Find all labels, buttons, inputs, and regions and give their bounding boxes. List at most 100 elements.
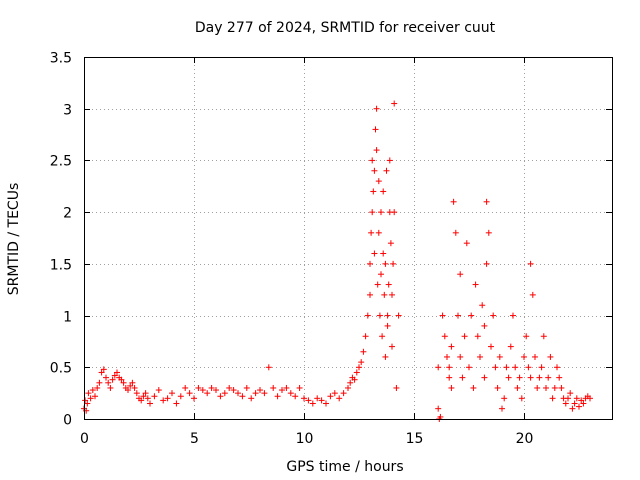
data-point [221,390,228,397]
data-point [283,384,290,391]
data-point [569,405,576,412]
data-point [463,240,470,247]
x-tick-label: 5 [190,431,199,447]
data-point [147,400,153,407]
data-point [457,353,464,360]
x-tick-labels: 0 5 10 15 20 [80,431,533,447]
data-point [540,333,547,340]
data-point [389,343,395,350]
data-point [138,397,145,404]
data-point [373,105,380,112]
data-point [345,384,351,391]
data-point [142,390,149,397]
data-point [351,376,358,383]
data-point [446,374,453,381]
data-point [296,384,303,391]
data-point [239,393,246,400]
data-point [529,291,536,298]
data-point [507,343,514,350]
data-point [514,384,521,391]
data-point [89,387,96,394]
data-point [485,229,492,236]
x-tick-label: 10 [296,431,314,447]
data-point [437,413,444,420]
data-point [367,291,373,298]
data-point [382,353,389,360]
data-point [369,157,376,164]
data-points [81,100,593,422]
data-point [391,100,398,107]
data-point [305,397,312,404]
data-point [195,384,202,391]
data-point [384,312,391,319]
data-point [389,291,395,298]
data-point [173,400,180,407]
data-point [395,312,402,319]
data-point [274,393,281,400]
data-point [191,395,197,402]
data-point [131,384,138,391]
data-point [199,387,206,394]
data-point [496,353,503,360]
data-point [374,281,381,288]
data-point [378,209,384,216]
y-tick-label: 3 [63,103,72,119]
data-point [558,384,565,391]
data-point [353,369,360,376]
data-point [545,374,552,381]
data-point [468,312,475,319]
data-point [217,393,224,400]
data-point [383,167,390,174]
data-point [82,397,89,404]
data-point [532,353,538,360]
data-point [340,390,347,397]
data-point [151,393,158,400]
data-point [111,372,118,379]
data-point [481,322,488,329]
x-tick-label: 0 [80,431,89,447]
data-point [314,395,321,402]
data-point [576,403,582,410]
data-point [213,387,219,394]
data-point [474,333,481,340]
data-point [235,390,241,397]
data-point [327,393,334,400]
data-point [129,379,136,386]
data-point [459,374,466,381]
data-point [169,390,175,397]
data-point [368,229,375,236]
data-point [360,348,367,355]
data-point [521,353,527,360]
data-point [492,364,499,371]
data-point [107,384,114,391]
data-point [323,400,329,407]
x-tick-label: 15 [406,431,424,447]
x-tick-label: 20 [516,431,534,447]
data-point [501,395,508,402]
data-point [448,384,455,391]
data-point [243,384,250,391]
data-point [96,379,103,386]
data-point [379,333,386,340]
data-point [279,387,285,394]
data-point [373,147,380,154]
x-axis-label: GPS time / hours [286,459,403,475]
data-point [301,395,307,402]
data-point [369,209,376,216]
data-point [387,240,394,247]
data-point [448,343,455,350]
data-point [105,379,112,386]
data-point [270,384,277,391]
y-tick-label: 1 [63,310,72,326]
data-point [503,364,510,371]
data-point [483,260,490,267]
data-point [466,364,472,371]
y-tick-label: 2.5 [50,154,72,170]
data-point [375,178,382,185]
data-point [85,390,92,397]
data-point [567,390,574,397]
data-point [510,312,516,319]
data-point [527,374,534,381]
data-point [87,395,94,402]
data-point [571,400,578,407]
